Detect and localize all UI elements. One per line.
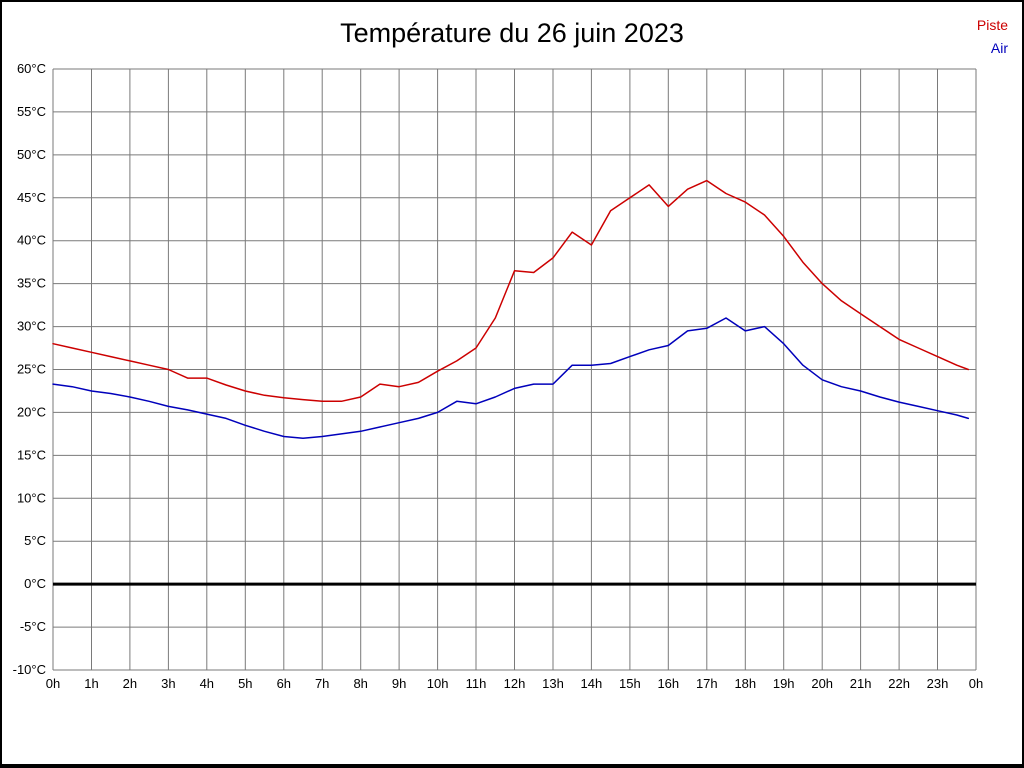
x-tick-label: 17h xyxy=(696,676,718,691)
y-tick-label: 25°C xyxy=(17,362,46,377)
x-tick-label: 21h xyxy=(850,676,872,691)
x-tick-label: 0h xyxy=(46,676,60,691)
y-tick-label: -5°C xyxy=(20,619,46,634)
y-tick-label: 35°C xyxy=(17,276,46,291)
y-tick-label: 40°C xyxy=(17,233,46,248)
x-tick-label: 5h xyxy=(238,676,252,691)
x-tick-label: 9h xyxy=(392,676,406,691)
y-tick-label: 0°C xyxy=(24,576,46,591)
x-tick-label: 12h xyxy=(504,676,526,691)
x-tick-label: 13h xyxy=(542,676,564,691)
y-tick-label: 50°C xyxy=(17,147,46,162)
y-tick-label: 60°C xyxy=(17,61,46,76)
series-line-air xyxy=(52,317,970,439)
x-tick-label: 2h xyxy=(123,676,137,691)
x-tick-label: 23h xyxy=(927,676,949,691)
x-tick-label: 15h xyxy=(619,676,641,691)
y-tick-label: 5°C xyxy=(24,533,46,548)
series-line-piste xyxy=(52,179,970,403)
x-tick-label: 10h xyxy=(427,676,449,691)
y-tick-label: 15°C xyxy=(17,447,46,462)
y-tick-label: -10°C xyxy=(13,662,46,677)
chart-title: Température du 26 juin 2023 xyxy=(340,18,684,48)
x-tick-label: 19h xyxy=(773,676,795,691)
y-tick-label: 45°C xyxy=(17,190,46,205)
legend-label-air: Air xyxy=(990,40,1008,56)
x-tick-label: 6h xyxy=(277,676,291,691)
x-tick-label: 20h xyxy=(811,676,833,691)
x-tick-label: 3h xyxy=(161,676,175,691)
x-tick-label: 4h xyxy=(200,676,214,691)
chart-legend: Piste Air xyxy=(977,14,1008,60)
y-tick-label: 30°C xyxy=(17,319,46,334)
x-tick-label: 11h xyxy=(466,676,487,691)
y-tick-label: 10°C xyxy=(17,490,46,505)
x-tick-label: 16h xyxy=(657,676,679,691)
x-tick-label: 0h xyxy=(969,676,983,691)
x-tick-label: 1h xyxy=(84,676,98,691)
legend-label-piste: Piste xyxy=(976,17,1008,33)
x-tick-label: 14h xyxy=(581,676,603,691)
x-tick-label: 8h xyxy=(353,676,367,691)
x-tick-label: 22h xyxy=(888,676,910,691)
y-tick-label: 55°C xyxy=(17,104,46,119)
x-tick-label: 18h xyxy=(734,676,756,691)
y-tick-label: 20°C xyxy=(17,404,46,419)
x-tick-label: 7h xyxy=(315,676,329,691)
